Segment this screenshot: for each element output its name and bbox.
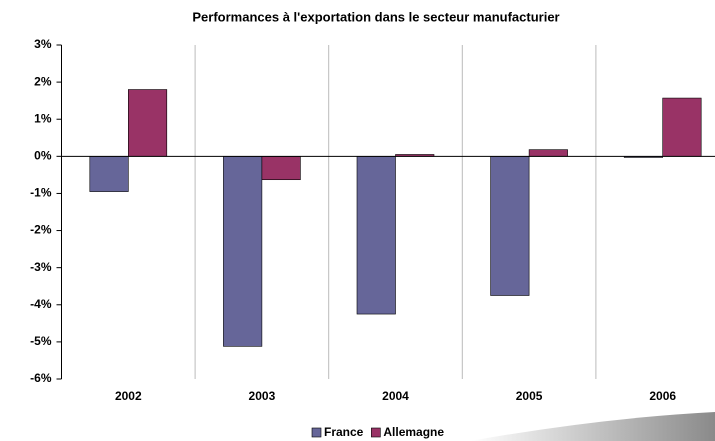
y-tick-label: -6% — [30, 371, 52, 385]
y-tick-label: -1% — [30, 186, 52, 200]
bar — [89, 156, 129, 192]
x-tick-label: 2002 — [115, 389, 142, 403]
legend-label: Allemagne — [383, 425, 444, 439]
y-tick-label: 0% — [34, 149, 52, 163]
bar — [223, 156, 263, 347]
y-tick-label: 1% — [34, 111, 52, 125]
bar — [490, 156, 530, 296]
bar — [128, 89, 168, 157]
chart-title: Performances à l'exportation dans le sec… — [192, 9, 559, 24]
bar — [662, 97, 702, 157]
bar — [528, 149, 568, 157]
x-tick-label: 2004 — [382, 389, 409, 403]
y-tick-label: -2% — [30, 223, 52, 237]
x-tick-label: 2003 — [249, 389, 276, 403]
x-tick-label: 2005 — [516, 389, 543, 403]
legend-swatch — [311, 427, 322, 438]
x-tick-label: 2006 — [649, 389, 676, 403]
bar — [356, 156, 396, 315]
y-tick-label: -4% — [30, 297, 52, 311]
y-tick-label: -3% — [30, 260, 52, 274]
decoration — [470, 412, 715, 441]
y-tick-label: 2% — [34, 74, 52, 88]
bar — [261, 156, 301, 181]
y-tick-label: 3% — [34, 37, 52, 51]
legend-label: France — [324, 425, 364, 439]
y-tick-label: -5% — [30, 334, 52, 348]
legend-swatch — [371, 427, 381, 438]
